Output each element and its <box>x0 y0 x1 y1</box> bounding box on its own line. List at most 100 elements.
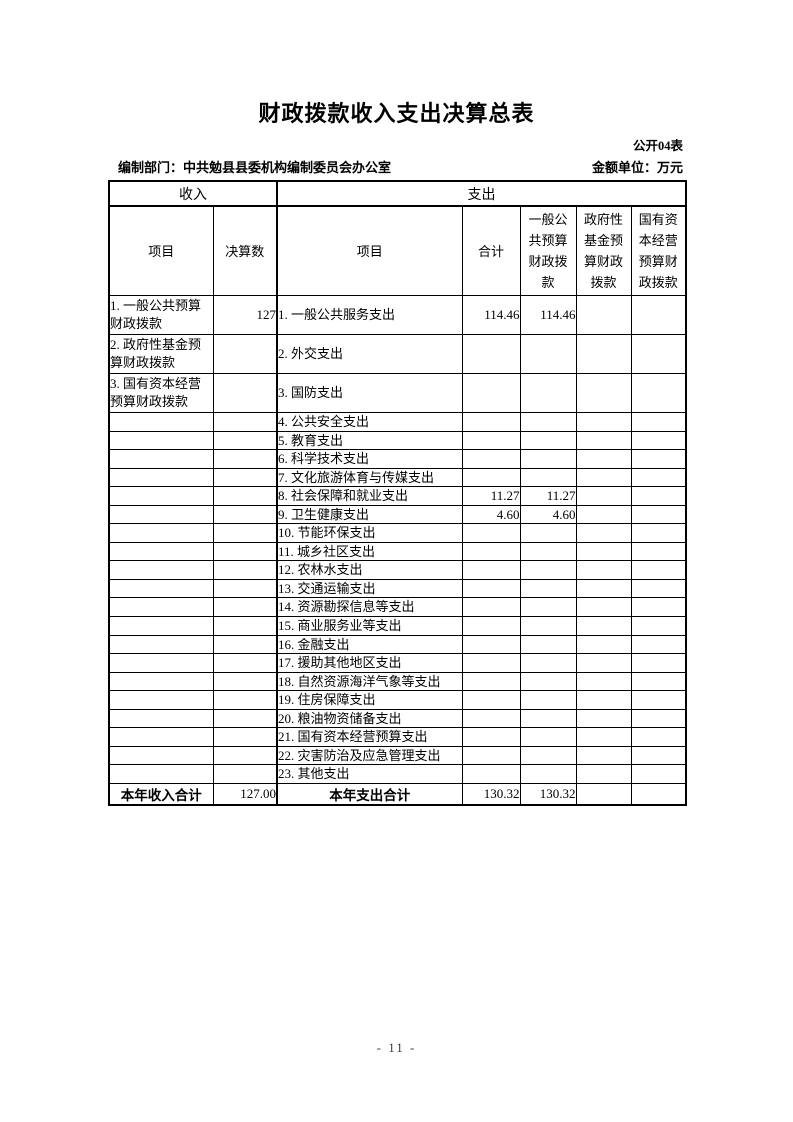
expenditure-item-cell: 14. 资源勘探信息等支出 <box>276 597 463 618</box>
table-row: 21. 国有资本经营预算支出 <box>108 727 687 747</box>
expenditure-govfund-cell <box>575 334 632 374</box>
income-amount-cell <box>212 653 278 673</box>
expenditure-item-cell: 6. 科学技术支出 <box>276 449 463 469</box>
expenditure-total-cell <box>461 690 521 710</box>
expenditure-statecap-cell <box>630 578 687 599</box>
expenditure-statecap-cell <box>630 523 687 543</box>
expenditure-item-cell: 19. 住房保障支出 <box>276 690 463 710</box>
expenditure-total-cell <box>461 616 521 636</box>
income-item-cell <box>108 764 214 784</box>
income-amount-cell <box>212 671 278 692</box>
table-row: 11. 城乡社区支出 <box>108 541 687 562</box>
expenditure-item-cell: 12. 农林水支出 <box>276 560 463 580</box>
income-amount-cell <box>212 597 278 618</box>
income-amount-cell <box>212 412 278 432</box>
expenditure-total-cell: 11.27 <box>461 486 521 506</box>
income-item-cell <box>108 708 214 729</box>
income-amount-cell <box>212 708 278 729</box>
expenditure-total-cell <box>461 541 521 562</box>
expenditure-govfund-cell <box>575 560 632 580</box>
expenditure-item-cell: 18. 自然资源海洋气象等支出 <box>276 671 463 692</box>
totals-row: 本年收入合计 127.00 本年支出合计 130.32 130.32 <box>108 782 687 806</box>
expenditure-total-cell <box>461 745 521 766</box>
expenditure-govfund-cell <box>575 430 632 451</box>
income-amount-cell <box>212 504 278 525</box>
expenditure-govfund-cell <box>575 616 632 636</box>
expenditure-general-cell <box>519 727 577 747</box>
expenditure-total-cell <box>461 597 521 618</box>
expenditure-statecap-cell <box>630 634 687 655</box>
expenditure-statecap-cell <box>630 560 687 580</box>
expenditure-general-cell <box>519 541 577 562</box>
expenditure-general-cell <box>519 708 577 729</box>
expenditure-item-cell: 16. 金融支出 <box>276 634 463 655</box>
expenditure-item-cell: 7. 文化旅游体育与传媒支出 <box>276 467 463 488</box>
expenditure-section-header: 支出 <box>276 180 687 207</box>
table-row: 18. 自然资源海洋气象等支出 <box>108 671 687 692</box>
expenditure-item-cell: 5. 教育支出 <box>276 430 463 451</box>
expenditure-govfund-total-cell <box>575 782 632 806</box>
expenditure-statecap-cell <box>630 708 687 729</box>
income-amount-cell <box>212 449 278 469</box>
page-title: 财政拨款收入支出决算总表 <box>258 101 535 126</box>
expenditure-item-header: 项目 <box>276 205 463 296</box>
income-item-cell <box>108 653 214 673</box>
table-row: 16. 金融支出 <box>108 634 687 655</box>
income-item-cell <box>108 504 214 525</box>
table-row: 2. 政府性基金预算财政拨款 2. 外交支出 <box>108 334 687 374</box>
table-row: 15. 商业服务业等支出 <box>108 616 687 636</box>
expenditure-total-cell <box>461 449 521 469</box>
expenditure-general-cell: 4.60 <box>519 504 577 525</box>
income-amount-cell <box>212 541 278 562</box>
expenditure-item-cell: 11. 城乡社区支出 <box>276 541 463 562</box>
expenditure-total-cell <box>461 671 521 692</box>
expenditure-general-cell: 11.27 <box>519 486 577 506</box>
expenditure-general-cell <box>519 430 577 451</box>
income-item-cell <box>108 560 214 580</box>
expenditure-statecap-cell <box>630 727 687 747</box>
income-item-cell: 2. 政府性基金预算财政拨款 <box>108 334 214 374</box>
expenditure-item-cell: 3. 国防支出 <box>276 373 463 413</box>
table-row: 20. 粮油物资储备支出 <box>108 708 687 729</box>
expenditure-total-cell: 4.60 <box>461 504 521 525</box>
expenditure-statecap-cell <box>630 334 687 374</box>
expenditure-statecap-header: 国有资本经营预算财政拨款 <box>630 205 687 296</box>
expenditure-general-cell <box>519 653 577 673</box>
expenditure-govfund-cell <box>575 671 632 692</box>
income-item-cell <box>108 449 214 469</box>
expenditure-govfund-cell <box>575 541 632 562</box>
income-item-cell <box>108 412 214 432</box>
table-row: 5. 教育支出 <box>108 430 687 451</box>
expenditure-govfund-cell <box>575 449 632 469</box>
expenditure-item-cell: 15. 商业服务业等支出 <box>276 616 463 636</box>
expenditure-govfund-cell <box>575 764 632 784</box>
expenditure-govfund-cell <box>575 745 632 766</box>
expenditure-total-cell <box>461 412 521 432</box>
expenditure-statecap-cell <box>630 412 687 432</box>
meta-row: 编制部门：中共勉县县委机构编制委员会办公室 金额单位：万元 <box>108 157 685 176</box>
expenditure-general-cell <box>519 334 577 374</box>
income-amount-cell <box>212 467 278 488</box>
income-amount-cell <box>212 634 278 655</box>
income-amount-cell <box>212 616 278 636</box>
expenditure-statecap-cell <box>630 745 687 766</box>
expenditure-total-cell <box>461 634 521 655</box>
expenditure-total-cell <box>461 727 521 747</box>
income-item-cell <box>108 486 214 506</box>
expenditure-govfund-cell <box>575 708 632 729</box>
expenditure-general-cell <box>519 560 577 580</box>
income-item-cell <box>108 690 214 710</box>
expenditure-general-cell <box>519 578 577 599</box>
expenditure-general-cell <box>519 597 577 618</box>
page-number: - 11 - <box>376 1040 417 1055</box>
expenditure-general-cell <box>519 449 577 469</box>
expenditure-statecap-cell <box>630 504 687 525</box>
income-item-header: 项目 <box>108 205 214 296</box>
income-section-header: 收入 <box>108 180 278 207</box>
income-amount-cell <box>212 334 278 374</box>
table-row: 4. 公共安全支出 <box>108 412 687 432</box>
income-amount-cell <box>212 727 278 747</box>
table-row: 22. 灾害防治及应急管理支出 <box>108 745 687 766</box>
sheet: 公开04表 编制部门：中共勉县县委机构编制委员会办公室 金额单位：万元 收入 支… <box>108 135 687 806</box>
expenditure-item-cell: 9. 卫生健康支出 <box>276 504 463 525</box>
